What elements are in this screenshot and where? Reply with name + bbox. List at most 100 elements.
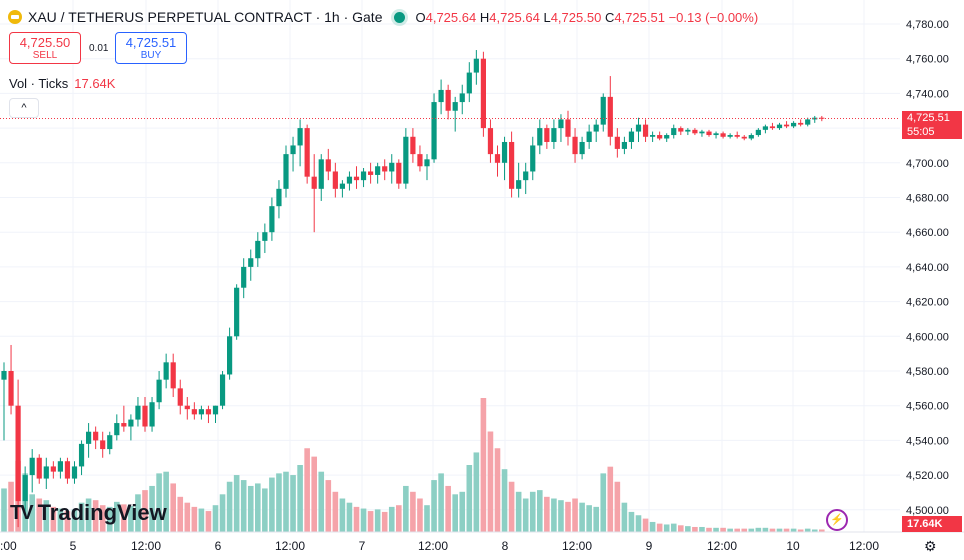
candle <box>339 180 345 198</box>
candle-body <box>586 131 592 142</box>
candle-body <box>156 379 162 403</box>
candle <box>671 124 677 139</box>
candle <box>255 232 261 267</box>
volume-bar <box>43 500 50 532</box>
candle-body <box>339 183 345 189</box>
candle <box>368 162 374 184</box>
candle-body <box>198 409 204 415</box>
y-tick-label: 4,660.00 <box>906 227 949 239</box>
candle <box>346 171 353 191</box>
candle <box>396 159 402 189</box>
x-tick-label: 12:00 <box>275 539 305 553</box>
volume-bar <box>579 502 585 532</box>
volume-bar <box>135 494 141 532</box>
volume-bar <box>438 473 444 532</box>
candle <box>600 93 606 132</box>
volume-bar <box>283 471 289 532</box>
candle-body <box>685 129 691 132</box>
candle-body <box>607 96 613 137</box>
y-tick-label: 4,760.00 <box>906 54 949 66</box>
volume-bar <box>544 496 550 532</box>
volume-bar <box>163 471 169 532</box>
volume-bar <box>537 490 543 532</box>
sell-button[interactable]: 4,725.50 SELL <box>9 32 81 64</box>
candle-body <box>107 435 113 450</box>
candle <box>537 119 543 155</box>
volume-bar <box>128 506 134 532</box>
candle <box>776 122 783 130</box>
candle-body <box>424 159 430 167</box>
volume-bar <box>628 511 635 532</box>
candle-body <box>713 133 719 136</box>
volume-bar <box>226 481 233 532</box>
volume-bar <box>819 529 825 532</box>
candle-body <box>819 117 825 119</box>
volume-bar <box>156 473 162 532</box>
candle-body <box>692 129 698 134</box>
candle-body <box>149 402 155 427</box>
x-tick-label: 12:00 <box>707 539 737 553</box>
candle <box>121 405 127 432</box>
candle <box>523 162 529 195</box>
candle <box>142 397 148 432</box>
candle <box>579 136 585 160</box>
volume-bar <box>71 509 78 532</box>
chevron-up-icon[interactable]: ^ <box>9 98 39 118</box>
sell-price: 4,725.50 <box>19 35 71 50</box>
candle <box>558 114 564 142</box>
volume-bar <box>734 528 740 532</box>
volume-bar <box>727 528 733 532</box>
candle <box>586 124 592 149</box>
volume-bar <box>247 485 254 532</box>
volume-bar <box>508 481 515 532</box>
candle <box>544 124 550 149</box>
x-tick-label: 12:00 <box>418 539 448 553</box>
volume-bar <box>558 500 564 532</box>
candle <box>593 119 599 142</box>
candle-body <box>791 122 797 127</box>
candle-body <box>812 117 818 120</box>
candle <box>650 131 656 142</box>
candle-body <box>325 159 331 172</box>
volume-bar <box>515 491 522 532</box>
ohlc-legend: O4,725.64 H4,725.64 L4,725.50 C4,725.51 … <box>415 9 759 25</box>
candle <box>720 131 726 139</box>
grid <box>0 0 900 532</box>
candle-body <box>227 336 233 375</box>
candle <box>431 93 437 163</box>
candle-body <box>43 466 49 479</box>
gold-coin-icon <box>8 10 22 24</box>
candle-body <box>544 128 550 142</box>
volume-legend[interactable]: Vol · Ticks 17.64K <box>9 76 115 91</box>
candle-body <box>501 141 508 163</box>
candle <box>452 96 458 132</box>
volume-bar <box>198 508 205 532</box>
candle-body <box>353 176 360 181</box>
candle-body <box>8 371 14 406</box>
candle-body <box>368 171 374 175</box>
candle-body <box>621 141 627 149</box>
volume-bar <box>431 480 437 532</box>
candle <box>149 397 155 432</box>
candle <box>748 133 754 141</box>
buy-label: BUY <box>140 50 162 61</box>
candle <box>43 457 49 489</box>
buy-button[interactable]: 4,725.51 BUY <box>115 32 187 64</box>
gear-icon[interactable]: ⚙ <box>924 538 937 554</box>
candle-body <box>664 135 670 139</box>
candle <box>664 133 670 142</box>
candle-body <box>262 232 268 241</box>
volume-bar <box>713 527 719 532</box>
tradingview-logo[interactable]: TV TradingView <box>10 500 167 526</box>
volume-bar <box>318 471 325 532</box>
candle <box>417 145 423 172</box>
candle-body <box>523 171 529 181</box>
symbol-title[interactable]: XAU / TETHERUS PERPETUAL CONTRACT · 1h ·… <box>28 9 383 25</box>
candle-body <box>15 405 21 502</box>
chart-header: XAU / TETHERUS PERPETUAL CONTRACT · 1h ·… <box>8 6 758 28</box>
candle-body <box>396 162 402 184</box>
candle-body <box>29 457 35 476</box>
lightning-icon[interactable]: ⚡ <box>826 509 848 531</box>
volume-bar <box>621 502 628 532</box>
